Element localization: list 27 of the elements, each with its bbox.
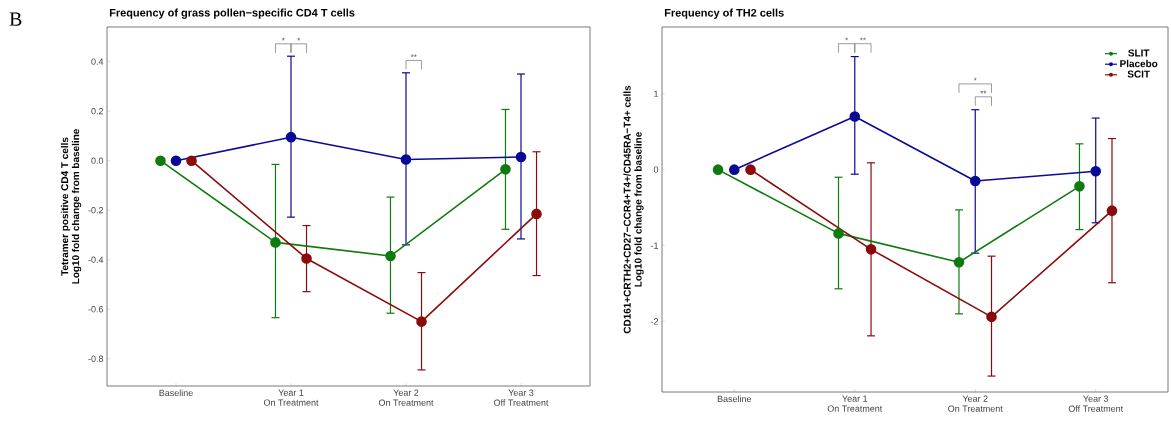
x-tick-label: Year 1 On Treatment [827, 395, 883, 412]
x-tick-label: Year 3 Off Treatment [494, 389, 549, 406]
chart-title: Frequency of grass pollen−specific CD4 T cells [109, 8, 355, 19]
y-tick-label: 1 [654, 90, 659, 97]
x-tick-label: Year 2 On Treatment [378, 389, 434, 406]
y-tick-label: -0.8 [88, 355, 104, 362]
x-tick-label: Baseline [717, 395, 752, 403]
y-tick-label: -0.2 [88, 207, 104, 214]
x-tick-label: Year 3 Off Treatment [1068, 395, 1124, 412]
y-tick-label: 0.2 [91, 107, 104, 115]
y-tick-label: 0 [653, 166, 659, 173]
y-tick-label: -0.4 [88, 256, 104, 263]
y-tick-label: 0.4 [91, 58, 104, 65]
y-axis-title: Tetramer positive CD4 T cells Log10 fold change from baseline [60, 129, 82, 284]
legend-label: Placebo [1120, 59, 1158, 68]
text: B [9, 12, 22, 26]
legend-label: SCIT [1127, 70, 1150, 78]
x-tick-label: Baseline [159, 389, 193, 397]
x-tick-label: Year 1 On Treatment [263, 389, 319, 406]
y-axis-title: CD161+CRTH2+CD27−CCR4+T4+/CD45RA−T4+ cells Log10 fold change from baseline [623, 85, 644, 334]
y-tick-label: -2 [650, 318, 659, 325]
y-tick-label: 0.0 [91, 157, 104, 164]
y-tick-label: -0.6 [88, 306, 104, 313]
y-tick-label: -1 [650, 242, 659, 249]
chart-title: Frequency of TH2 cells [664, 8, 784, 19]
legend-label: SLIT [1128, 49, 1150, 57]
x-tick-label: Year 2 On Treatment [948, 395, 1003, 412]
